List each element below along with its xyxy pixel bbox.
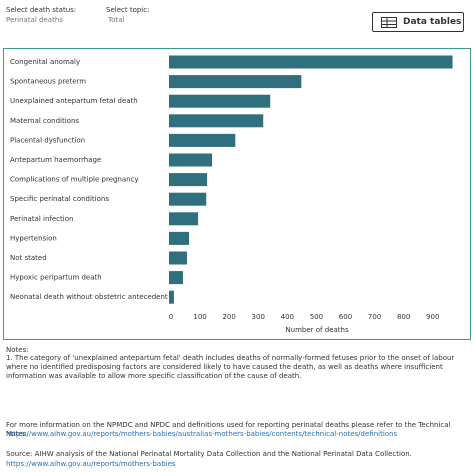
x-tick-label: 0 [169,313,173,321]
x-axis-title: Number of deaths [285,326,349,334]
bar [169,231,190,245]
bar [169,133,236,147]
bar [169,192,207,206]
button-label: Data tables [403,17,462,27]
x-tick-label: 700 [368,313,381,321]
bar [169,212,199,226]
y-tick-label: Maternal conditions [10,117,79,125]
bar [169,251,188,265]
x-tick-label: 500 [310,313,323,321]
y-tick-label: Unexplained antepartum fetal death [10,97,138,105]
bar [169,153,213,167]
y-tick-label: Hypertension [10,234,57,242]
y-tick-label: Spontaneous preterm [10,78,86,86]
filter-label: Select death status: [6,6,77,14]
info-text: For more information on the NPMDC and NP… [6,421,451,438]
bar [169,290,174,304]
x-tick-label: 600 [339,313,352,321]
filter-value[interactable]: Total [108,16,125,24]
bar [169,75,302,89]
y-tick-label: Specific perinatal conditions [10,195,109,203]
x-tick-label: 300 [252,313,265,321]
source-text: Source: AIHW analysis of the National Pe… [6,450,412,458]
note: 1. The category of 'unexplained antepart… [6,354,455,380]
x-tick-label: 900 [426,313,439,321]
x-tick-label: 800 [397,313,410,321]
bar [169,94,271,108]
info-link[interactable]: https://www.aihw.gov.au/reports/mothers-… [6,430,398,438]
y-tick-label: Perinatal infection [10,215,73,223]
y-tick-label: Hypoxic peripartum death [10,274,102,282]
filter-value[interactable]: Perinatal deaths [6,16,63,24]
bar [169,271,183,285]
y-tick-label: Neonatal death without obstetric anteced… [10,293,168,301]
x-tick-label: 400 [281,313,294,321]
data-tables-button[interactable]: Data tables [372,12,464,32]
y-tick-label: Placental dysfunction [10,136,85,144]
filter-label: Select topic: [106,6,150,14]
chart: Number of deaths 0 100 200 300 400 500 600 700 8… [3,48,471,340]
bar [169,55,453,69]
x-tick-label: 200 [222,313,235,321]
bar [169,173,208,187]
y-tick-label: Complications of multiple pregnancy [10,176,139,184]
y-tick-label: Congenital anomaly [10,58,80,66]
bar [169,114,264,128]
y-tick-label: Not stated [10,254,47,262]
table-icon [381,17,397,28]
y-tick-label: Antepartum haemorrhage [10,156,101,164]
notes-title: Notes: [6,346,29,354]
source-link[interactable]: https://www.aihw.gov.au/reports/mothers-… [6,460,176,468]
x-tick-label: 100 [193,313,206,321]
